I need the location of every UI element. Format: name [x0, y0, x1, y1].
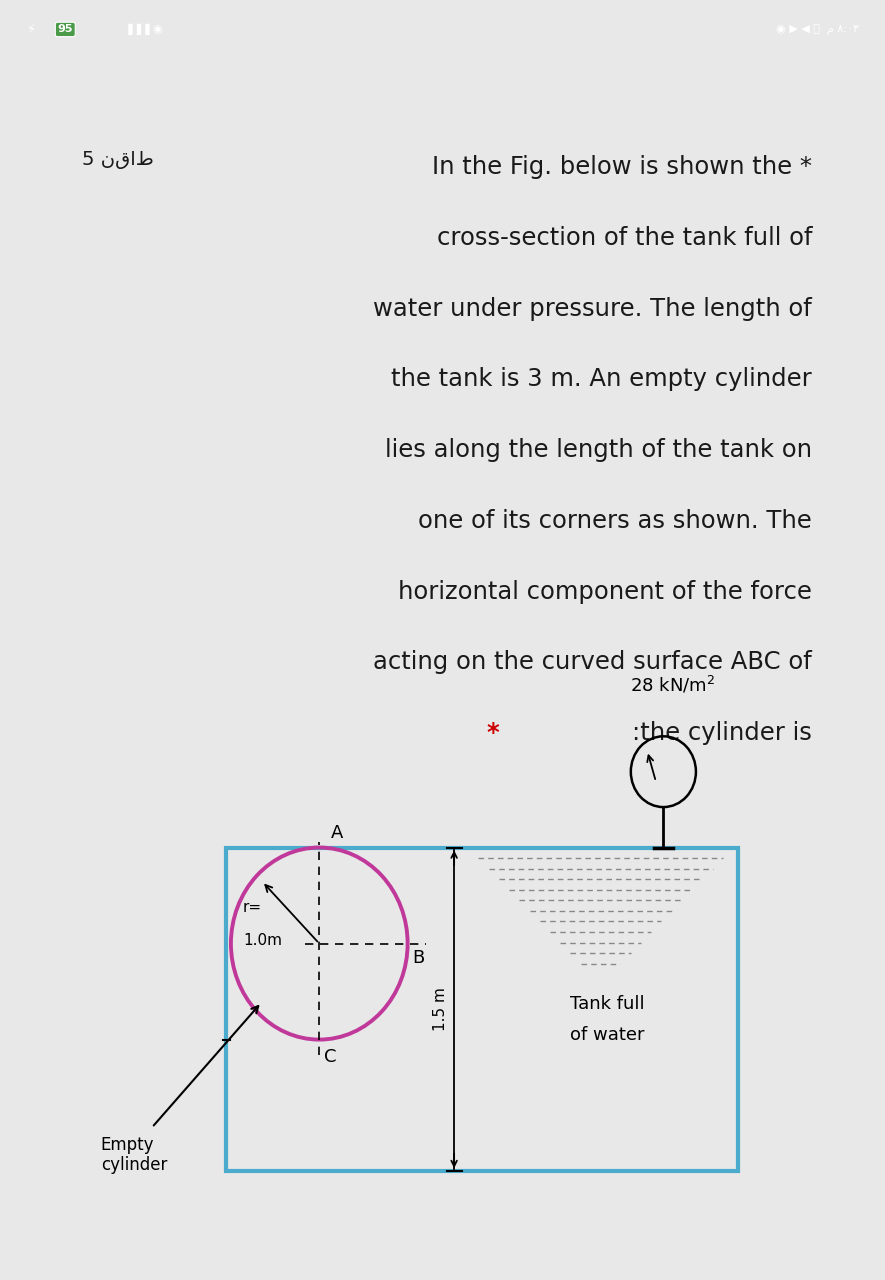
Text: C: C — [324, 1048, 336, 1066]
Text: *: * — [487, 721, 499, 745]
Text: 5 نقاط: 5 نقاط — [82, 150, 154, 169]
Text: lies along the length of the tank on: lies along the length of the tank on — [385, 438, 812, 462]
Text: In the Fig. below is shown the *: In the Fig. below is shown the * — [432, 155, 812, 179]
Text: 1.5 m: 1.5 m — [433, 987, 448, 1032]
Text: A: A — [330, 824, 342, 842]
Text: of water: of water — [570, 1025, 645, 1043]
Text: B: B — [412, 948, 425, 966]
Text: horizontal component of the force: horizontal component of the force — [398, 580, 812, 604]
Text: one of its corners as shown. The: one of its corners as shown. The — [419, 509, 812, 532]
Text: 95: 95 — [58, 24, 73, 35]
Text: 28 kN/m$^2$: 28 kN/m$^2$ — [630, 675, 715, 696]
Text: Tank full: Tank full — [570, 996, 645, 1014]
Text: cross-section of the tank full of: cross-section of the tank full of — [436, 225, 812, 250]
Text: Empty: Empty — [101, 1135, 154, 1153]
Text: acting on the curved surface ABC of: acting on the curved surface ABC of — [373, 650, 812, 675]
Text: the tank is 3 m. An empty cylinder: the tank is 3 m. An empty cylinder — [391, 367, 812, 392]
Text: ▐▐▐ ◉: ▐▐▐ ◉ — [124, 24, 163, 35]
Text: r=: r= — [243, 900, 262, 915]
Text: cylinder: cylinder — [101, 1156, 167, 1174]
Text: ⚡: ⚡ — [27, 23, 35, 36]
Text: water under pressure. The length of: water under pressure. The length of — [373, 297, 812, 320]
Text: ◉ ▶ ◀ ⌚  م ٨:٠٣: ◉ ▶ ◀ ⌚ م ٨:٠٣ — [775, 24, 858, 35]
Text: :the cylinder is: :the cylinder is — [632, 721, 812, 745]
Text: 1.0m: 1.0m — [243, 933, 282, 948]
